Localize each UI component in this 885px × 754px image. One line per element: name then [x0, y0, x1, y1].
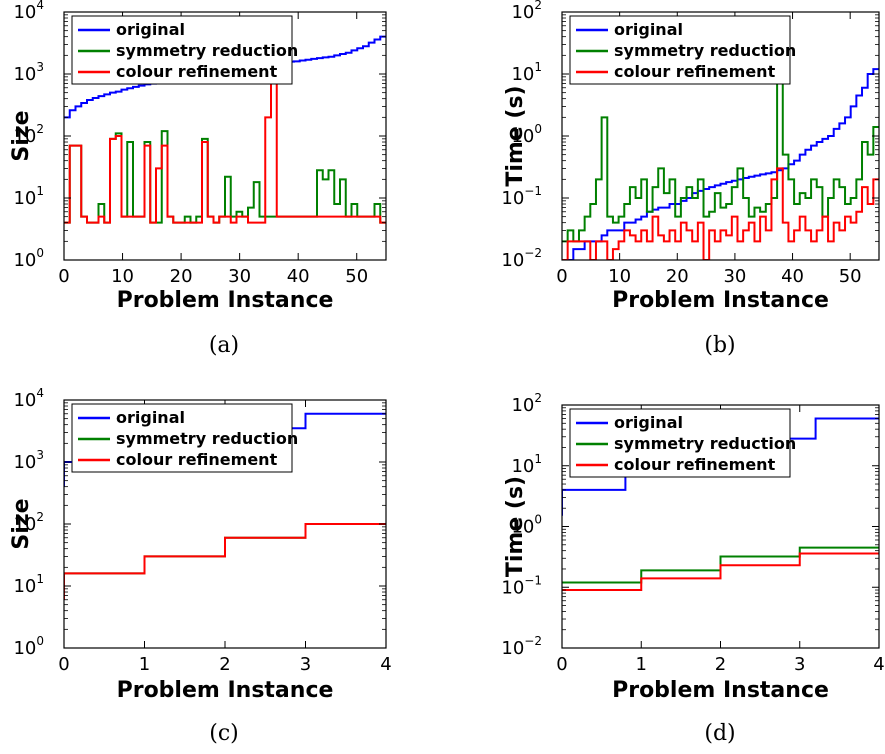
legend-label: symmetry reduction	[614, 434, 796, 453]
series-line-symmetry-reduction	[64, 523, 386, 600]
legend-label: symmetry reduction	[614, 41, 796, 60]
legend: original symmetry reduction colour refinem…	[569, 15, 796, 85]
series-line-colour-refinement	[562, 552, 879, 592]
y-tick-label: 101	[13, 184, 44, 209]
series-line-colour-refinement	[64, 523, 386, 600]
y-tick-label: 104	[13, 386, 44, 411]
subfigure-caption: (c)	[209, 721, 239, 746]
x-axis-label: Problem Instance	[612, 678, 829, 703]
x-tick-label: 10	[111, 266, 134, 287]
y-tick-label: 100	[13, 246, 44, 271]
x-tick-label: 30	[228, 266, 251, 287]
x-axis-label: Problem Instance	[612, 288, 829, 313]
x-tick-label: 50	[839, 266, 862, 287]
y-tick-label: 100	[13, 634, 44, 659]
x-tick-label: 10	[608, 266, 631, 287]
y-tick-label: 101	[511, 452, 542, 477]
x-tick-label: 50	[345, 266, 368, 287]
series-line-colour-refinement	[64, 79, 386, 224]
legend-label: original	[614, 20, 683, 39]
x-tick-label: 0	[556, 654, 567, 675]
x-tick-label: 2	[219, 654, 230, 675]
y-tick-label: 102	[511, 0, 542, 23]
series-line-symmetry-reduction	[64, 130, 386, 224]
x-tick-label: 20	[170, 266, 193, 287]
y-axis-label: Time (s)	[503, 85, 528, 186]
legend-label: original	[614, 413, 683, 432]
legend: original symmetry reduction colour refinem…	[71, 403, 298, 473]
legend-label: colour refinement	[116, 62, 278, 81]
x-tick-label: 1	[139, 654, 150, 675]
y-tick-label: 101	[13, 572, 44, 597]
series-line-original	[562, 68, 879, 260]
x-tick-label: 40	[781, 266, 804, 287]
x-tick-label: 4	[873, 654, 884, 675]
x-axis-label: Problem Instance	[117, 288, 334, 313]
y-tick-label: 10−1	[501, 184, 542, 209]
subfigure-caption: (b)	[704, 333, 735, 358]
x-tick-label: 2	[715, 654, 726, 675]
y-axis-label: Size	[9, 110, 34, 161]
legend-label: original	[116, 20, 185, 39]
x-tick-label: 3	[794, 654, 805, 675]
subfigure-caption: (d)	[704, 721, 735, 746]
legend-label: symmetry reduction	[116, 41, 298, 60]
legend-label: original	[116, 408, 185, 427]
y-tick-label: 10−2	[501, 246, 542, 271]
x-tick-label: 1	[636, 654, 647, 675]
y-tick-label: 104	[13, 0, 44, 23]
x-tick-label: 30	[723, 266, 746, 287]
legend-label: symmetry reduction	[116, 429, 298, 448]
y-tick-label: 101	[511, 60, 542, 85]
y-tick-label: 103	[13, 60, 44, 85]
x-axis-label: Problem Instance	[117, 678, 334, 703]
y-tick-label: 103	[13, 448, 44, 473]
x-tick-label: 40	[287, 266, 310, 287]
legend-label: colour refinement	[614, 455, 776, 474]
x-tick-label: 3	[300, 654, 311, 675]
x-tick-label: 0	[556, 266, 567, 287]
legend-label: colour refinement	[116, 450, 278, 469]
x-tick-label: 4	[380, 654, 391, 675]
legend: original symmetry reduction colour refinem…	[71, 15, 298, 85]
legend-label: colour refinement	[614, 62, 776, 81]
y-tick-label: 102	[511, 391, 542, 416]
y-tick-label: 10−2	[501, 634, 542, 659]
y-axis-label: Size	[9, 498, 34, 549]
subfigure-caption: (a)	[209, 333, 239, 358]
x-tick-label: 0	[58, 654, 69, 675]
y-axis-label: Time (s)	[503, 476, 528, 577]
legend: original symmetry reduction colour refinem…	[569, 408, 796, 478]
x-tick-label: 20	[666, 266, 689, 287]
series-line-colour-refinement	[562, 167, 879, 260]
x-tick-label: 0	[58, 266, 69, 287]
